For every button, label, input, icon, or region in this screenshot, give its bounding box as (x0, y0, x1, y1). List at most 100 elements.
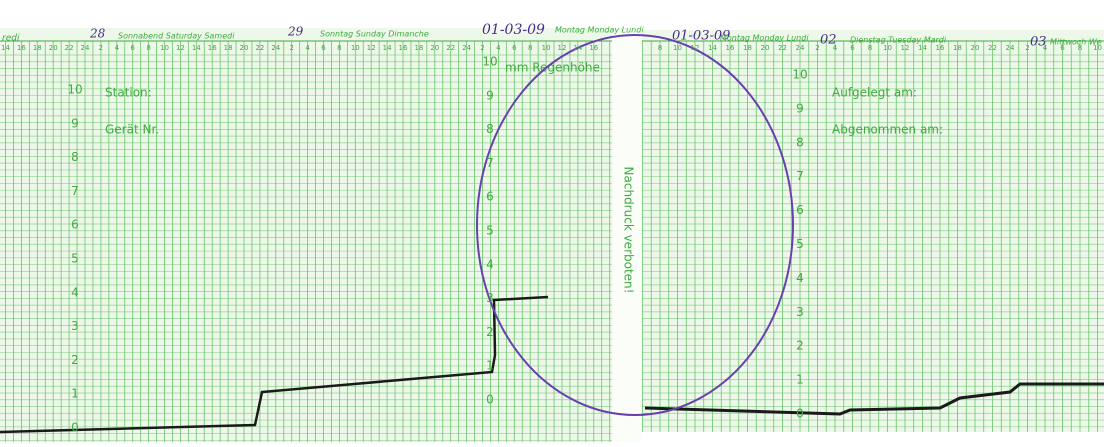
scale-label: 10 (792, 68, 807, 82)
scale-label: 1 (486, 359, 494, 373)
hour-label: 8 (337, 44, 341, 52)
hour-label: 18 (33, 44, 42, 52)
hour-label: 16 (589, 44, 598, 52)
hour-label: 10 (160, 44, 169, 52)
scale-label: 6 (71, 218, 79, 232)
hour-label: 18 (224, 44, 233, 52)
day-label: Montag Monday Lundi (555, 26, 644, 35)
hour-label: 12 (558, 44, 567, 52)
field-label: Gerät Nr. (105, 123, 159, 137)
hour-label: 12 (691, 44, 700, 52)
hour-label: 22 (778, 44, 787, 52)
scale-label: 4 (796, 271, 804, 285)
hour-label: 4 (115, 44, 120, 52)
scale-label: 6 (796, 203, 804, 217)
hour-label: 12 (176, 44, 185, 52)
left-strip (0, 28, 628, 442)
hour-label: 10 (1093, 44, 1102, 52)
hour-label: 10 (883, 44, 892, 52)
hour-label: 18 (414, 44, 423, 52)
scale-label: 8 (796, 135, 804, 149)
scale-label: 9 (796, 101, 804, 115)
scale-label: 8 (71, 150, 79, 164)
hour-label: 8 (868, 44, 872, 52)
hour-label: 24 (796, 44, 805, 52)
day-date: 29 (287, 25, 304, 39)
hour-label: 10 (673, 44, 682, 52)
scale-label: 10 (67, 83, 82, 97)
page: Nachdruck verboten! redi 2 8 Sonnabend Sa… (0, 0, 1104, 447)
day-label: Sonnabend Saturday Samedi (118, 32, 235, 41)
hour-label: 14 (192, 44, 201, 52)
hour-label: 20 (761, 44, 770, 52)
scale-label: 7 (486, 156, 494, 170)
field-label: Aufgelegt am: (832, 86, 917, 100)
day-date: 01-03-09 (482, 22, 545, 38)
hour-label: 14 (1, 44, 10, 52)
hour-label: 20 (430, 44, 439, 52)
hour-label: 14 (383, 44, 392, 52)
scale-label: 5 (486, 224, 494, 238)
scale-label: 7 (796, 169, 804, 183)
hour-label: 24 (462, 44, 471, 52)
scale-label: 1 (71, 387, 79, 401)
hour-label: 12 (367, 44, 376, 52)
scale-label: 0 (71, 421, 79, 435)
scale-label: 9 (486, 88, 494, 102)
hour-label: 4 (496, 44, 501, 52)
scale-label: 3 (796, 305, 804, 319)
hour-label: 22 (65, 44, 74, 52)
hour-label: 24 (1006, 44, 1015, 52)
hour-label: 18 (953, 44, 962, 52)
hour-label: 2 (815, 44, 819, 52)
hour-label: 4 (305, 44, 310, 52)
scale-label: 0 (796, 407, 804, 421)
scale-label: 10 (482, 55, 497, 69)
hour-label: 16 (208, 44, 217, 52)
hour-label: 22 (255, 44, 264, 52)
hour-label: 14 (918, 44, 927, 52)
scale-label: 8 (486, 122, 494, 136)
hour-label: 24 (271, 44, 280, 52)
hour-label: 16 (399, 44, 408, 52)
hour-label: 10 (351, 44, 360, 52)
hour-label: 16 (17, 44, 26, 52)
hour-label: 4 (1043, 44, 1048, 52)
scale-label: 4 (486, 257, 494, 271)
hour-label: 8 (658, 44, 662, 52)
scale-label: 1 (796, 373, 804, 387)
hour-label: 4 (833, 44, 838, 52)
hour-label: 2 (1025, 44, 1029, 52)
hour-label: 22 (446, 44, 455, 52)
hour-label: 20 (49, 44, 58, 52)
hour-label: 8 (146, 44, 150, 52)
scale-label: 7 (71, 184, 79, 198)
scale-label: 6 (486, 190, 494, 204)
hour-label: 6 (321, 44, 326, 52)
edge-label: redi (2, 34, 20, 44)
day-label: Montag Monday Lundi (720, 34, 809, 43)
margin-text: Nachdruck verboten! (622, 167, 636, 294)
day-label: Sonntag Sunday Dimanche (320, 30, 429, 39)
hour-label: 2 (480, 44, 484, 52)
hour-label: 20 (240, 44, 249, 52)
scale-label: 5 (796, 237, 804, 251)
scale-label: 3 (486, 291, 494, 305)
scale-label: 5 (71, 252, 79, 266)
hour-label: 8 (528, 44, 532, 52)
hour-label: 2 (99, 44, 103, 52)
hour-label: 16 (726, 44, 735, 52)
scale-label: 9 (71, 116, 79, 130)
hour-label: 16 (936, 44, 945, 52)
hour-label: 14 (708, 44, 717, 52)
day-label: Dienstag Tuesday Mardi (850, 36, 947, 45)
scale-label: 3 (71, 319, 79, 333)
hour-label: 6 (850, 44, 855, 52)
field-label: Station: (105, 86, 152, 100)
hour-label: 6 (1060, 44, 1065, 52)
scale-label: 2 (486, 325, 494, 339)
field-label: Abgenommen am: (832, 123, 943, 137)
scale-label: 2 (71, 353, 79, 367)
hour-label: 6 (512, 44, 517, 52)
hour-label: 6 (130, 44, 135, 52)
